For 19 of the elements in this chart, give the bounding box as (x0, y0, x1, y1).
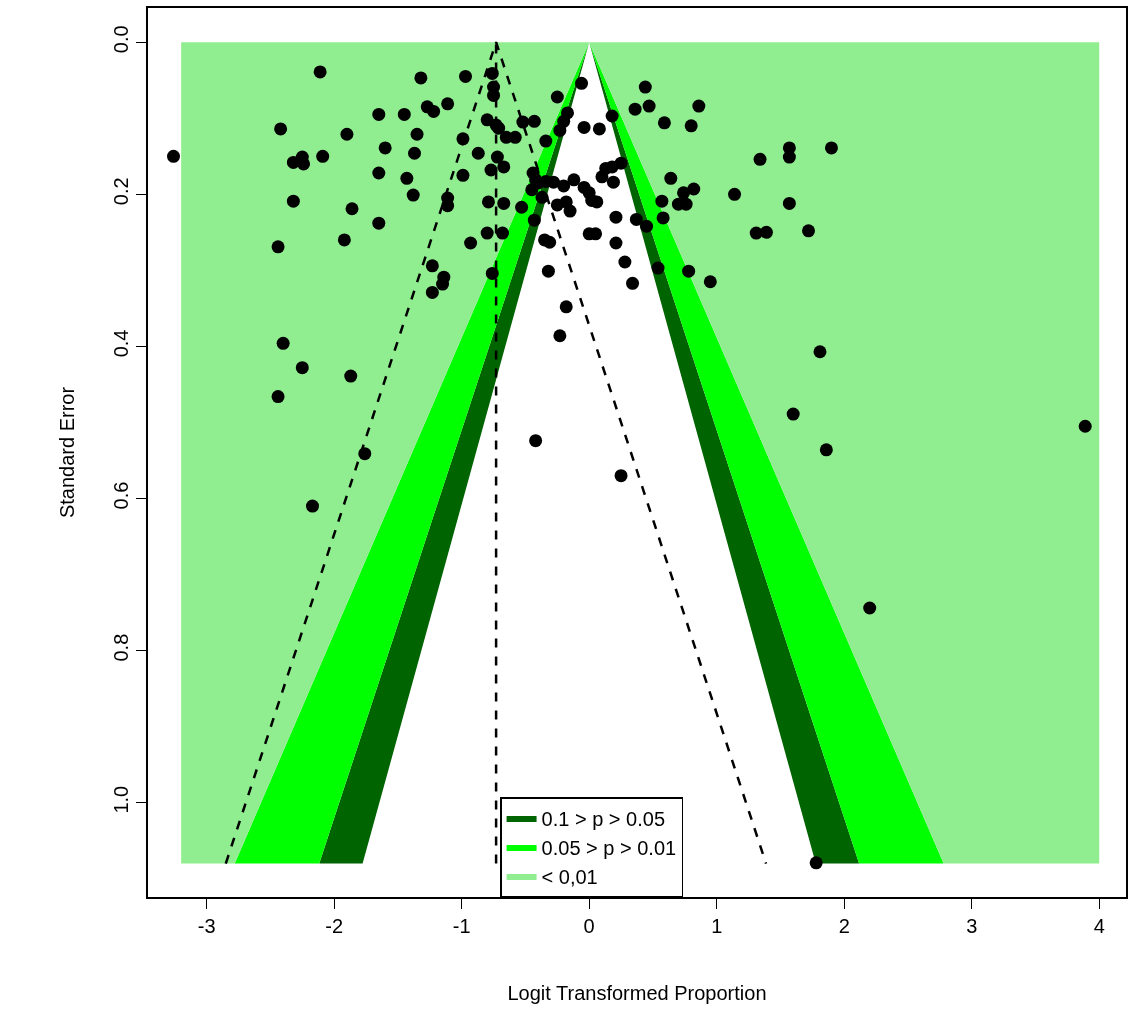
y-tick-label: 0.2 (110, 177, 133, 206)
x-tick-label: -3 (197, 914, 216, 937)
y-tick-label: 1.0 (110, 785, 133, 814)
y-axis-title: Standard Error (56, 386, 79, 519)
x-tick-label: 4 (1093, 914, 1105, 937)
x-tick-label: -1 (452, 914, 471, 937)
y-tick-label: 0.8 (110, 633, 133, 662)
x-tick-label: 1 (711, 914, 723, 937)
x-tick-label: 0 (583, 914, 595, 937)
y-tick-label: 0.4 (110, 329, 133, 358)
legend-label: < 0,01 (541, 865, 598, 888)
legend-label: 0.1 > p > 0.05 (541, 807, 666, 830)
x-tick-label: 3 (966, 914, 978, 937)
x-axis-title: Logit Transformed Proportion (507, 981, 767, 1004)
y-tick-label: 0.0 (110, 25, 133, 54)
x-tick-label: 2 (838, 914, 850, 937)
x-tick-label: -2 (325, 914, 344, 937)
y-tick-label: 0.6 (110, 481, 133, 510)
legend-label: 0.05 > p > 0.01 (541, 836, 677, 859)
